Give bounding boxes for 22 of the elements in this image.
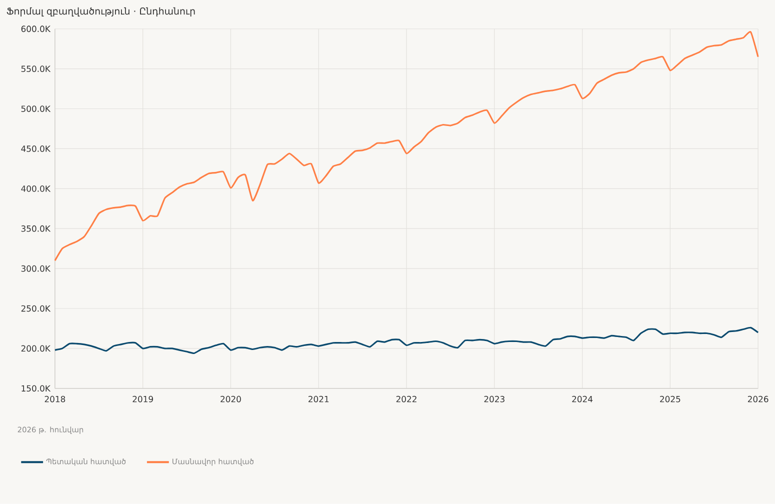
y-tick-label: 150.0K (22, 385, 51, 392)
chart-title: Ֆորմալ զբաղվածություն · Ընդհանուր (6, 7, 195, 17)
x-tick-label: 2021 (308, 396, 329, 402)
line-series (54, 31, 759, 262)
y-tick-label: 250.0K (21, 305, 51, 312)
y-tick-label: 550.0K (21, 66, 51, 72)
y-tick-label: 500.0K (21, 106, 51, 112)
x-tick-label: 2025 (660, 396, 680, 402)
x-tick-label: 2024 (572, 396, 593, 402)
x-tick-label: 2020 (220, 396, 241, 402)
y-tick-label: 200.0K (21, 345, 51, 352)
y-tick-label: 600.0K (21, 26, 51, 32)
x-tick-label: 2023 (484, 396, 504, 402)
y-tick-label: 350.0K (21, 225, 51, 232)
x-tick-label: 2022 (396, 396, 416, 402)
y-tick-label: 300.0K (21, 265, 51, 272)
x-tick-label: 2018 (44, 396, 66, 402)
x-tick-label: 2019 (132, 396, 153, 402)
y-tick-label: 450.0K (21, 146, 51, 152)
line-series (54, 326, 759, 354)
x-tick-label: 2026 (748, 396, 768, 402)
y-tick-label: 400.0K (21, 186, 51, 192)
